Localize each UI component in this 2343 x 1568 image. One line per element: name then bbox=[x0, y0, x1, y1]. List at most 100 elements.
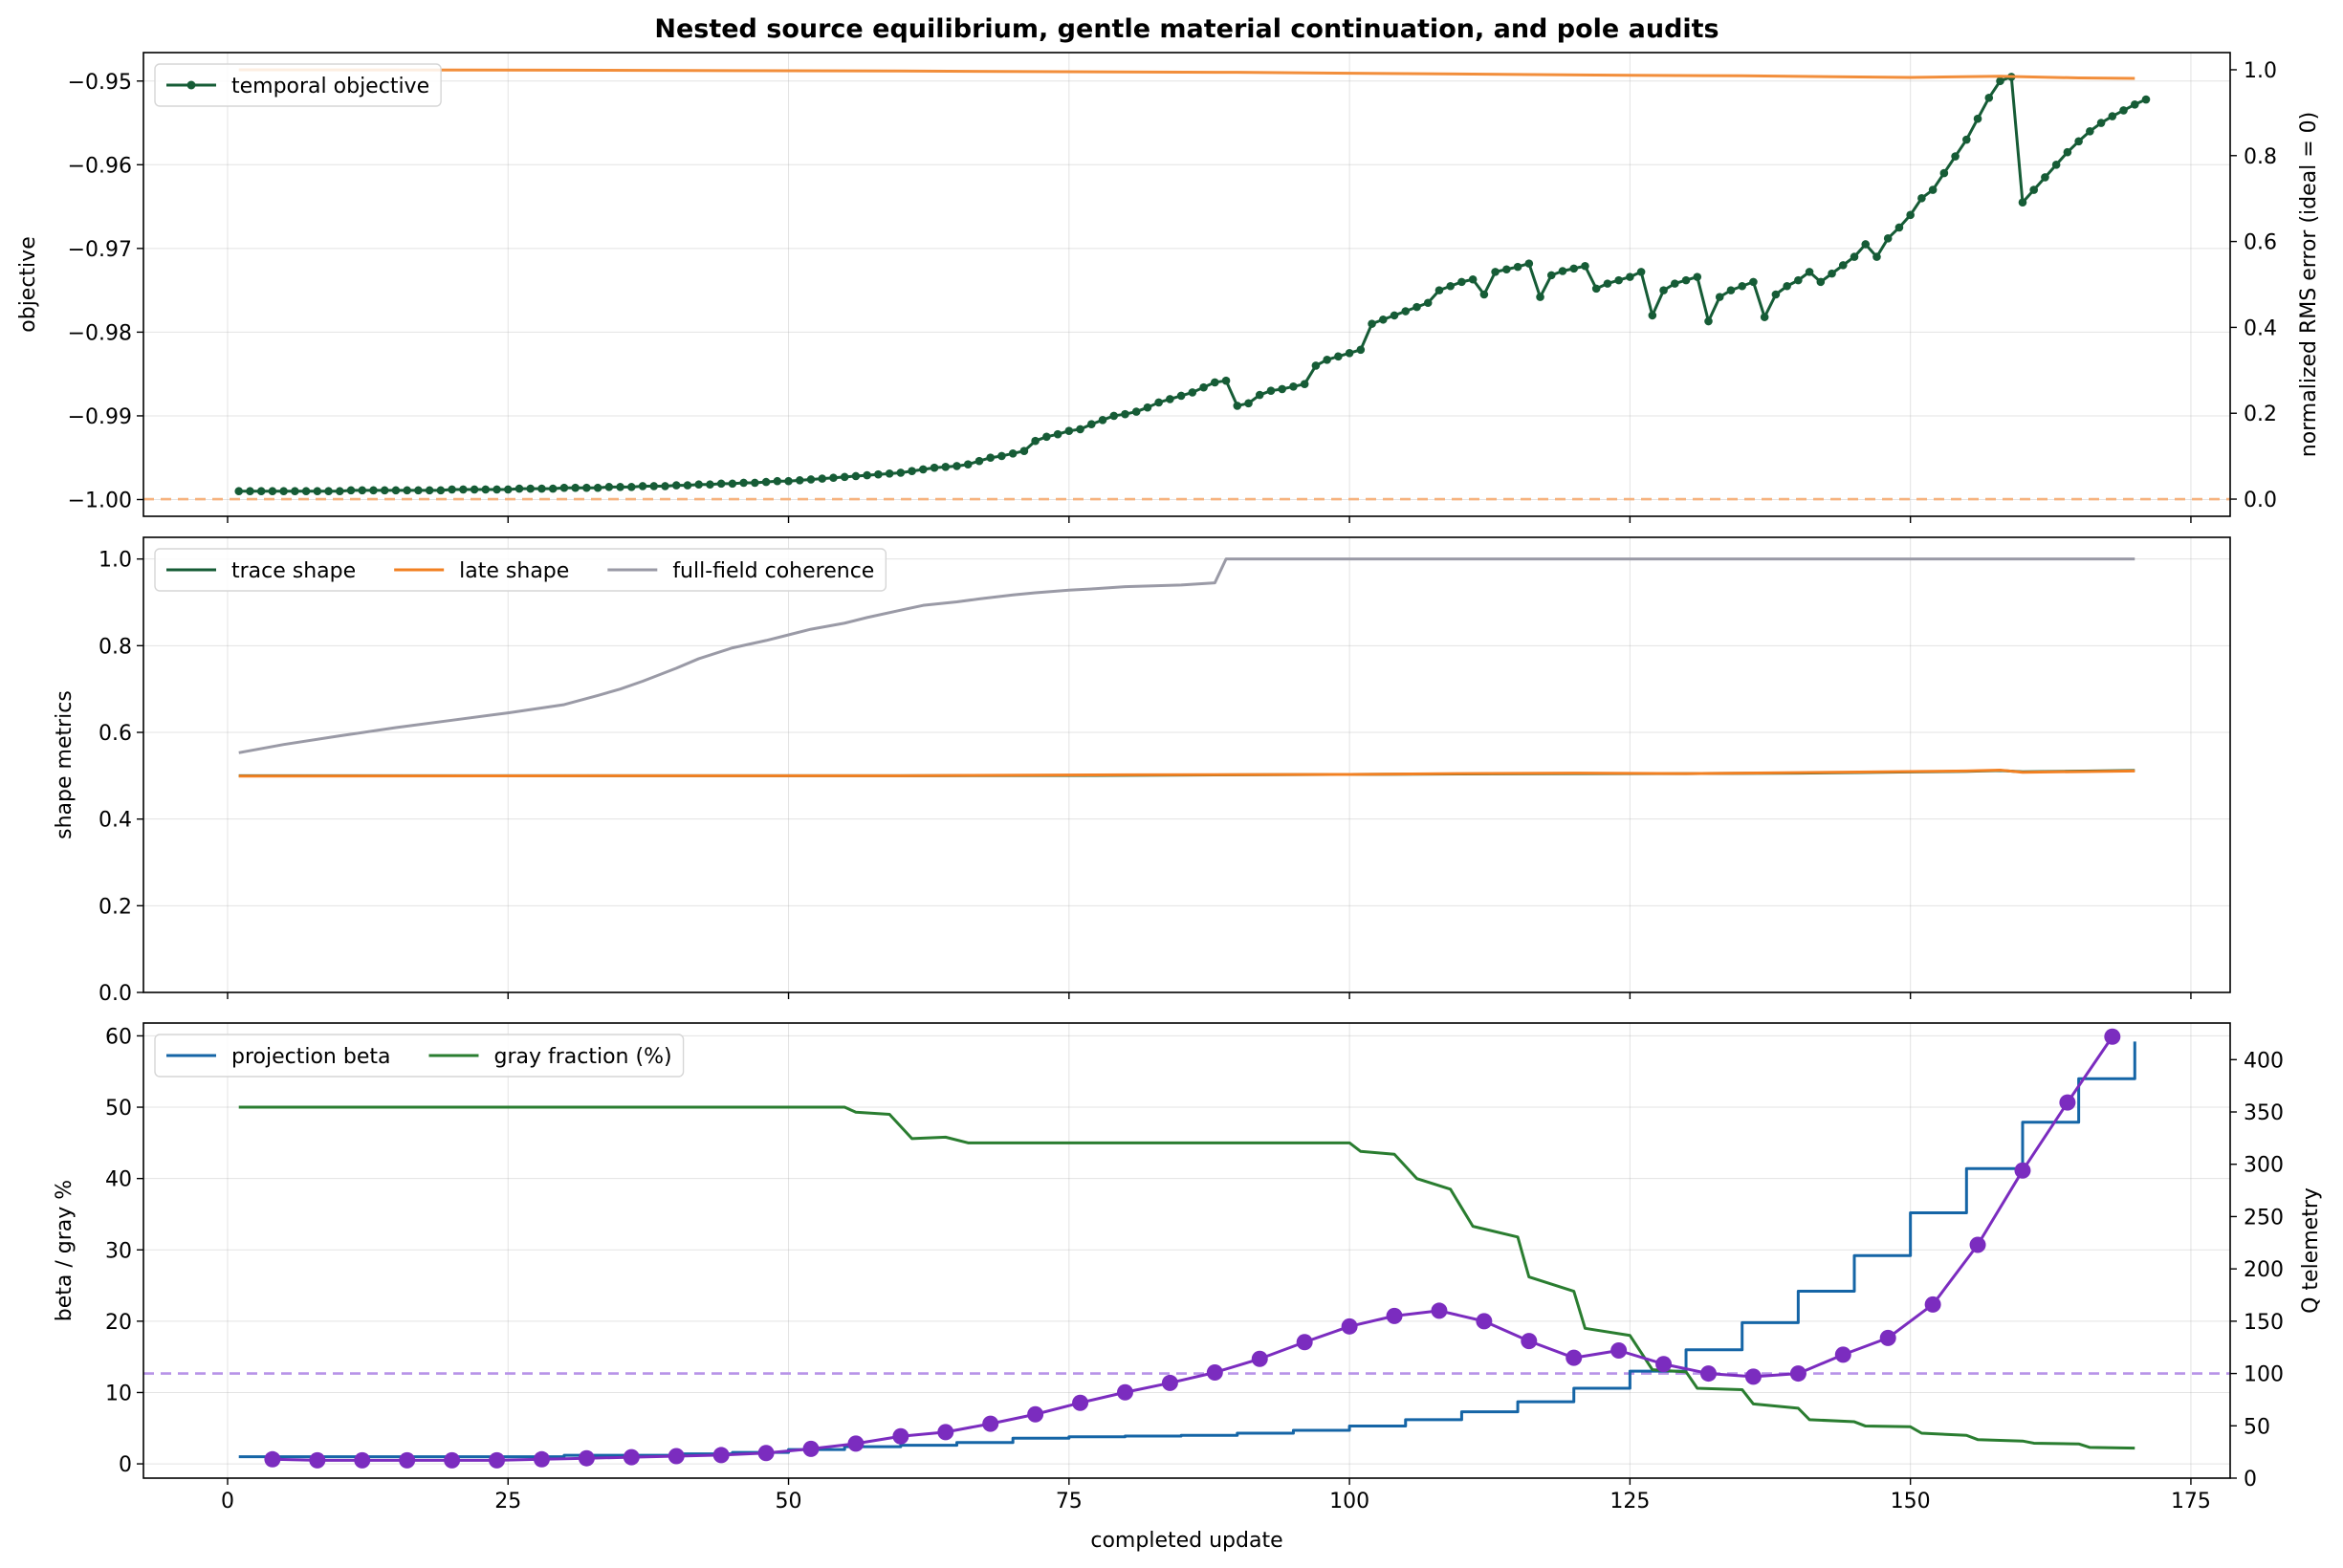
data-point bbox=[1296, 1334, 1313, 1351]
y-tick-label: 40 bbox=[105, 1168, 132, 1192]
data-point bbox=[1206, 1363, 1223, 1381]
data-point bbox=[896, 468, 906, 477]
series-line bbox=[238, 1041, 2136, 1459]
data-point bbox=[2051, 161, 2061, 169]
data-point bbox=[908, 467, 916, 476]
x-tick-label: 0 bbox=[221, 1490, 234, 1514]
data-point bbox=[335, 487, 344, 496]
axes-frame bbox=[142, 1022, 2231, 1479]
data-point bbox=[1121, 409, 1129, 419]
data-point bbox=[489, 1451, 506, 1469]
series-full-field-coherence bbox=[238, 557, 2135, 754]
data-point bbox=[751, 478, 759, 488]
data-point bbox=[1738, 281, 1746, 291]
y-tick-label: −0.97 bbox=[68, 238, 132, 262]
x-tick-label: 25 bbox=[494, 1490, 521, 1514]
data-point bbox=[1502, 265, 1511, 274]
data-point bbox=[997, 451, 1006, 461]
data-point bbox=[1255, 390, 1264, 400]
data-point bbox=[1479, 290, 1489, 299]
data-point bbox=[1401, 307, 1411, 316]
series-line bbox=[238, 557, 2135, 754]
legend: projection beta gray fraction (%) bbox=[154, 1034, 685, 1078]
data-point bbox=[571, 483, 580, 492]
data-point bbox=[1266, 386, 1276, 395]
series-projection-beta bbox=[238, 1041, 2136, 1459]
data-point bbox=[291, 487, 299, 496]
data-point bbox=[795, 476, 804, 485]
data-point bbox=[1659, 286, 1668, 294]
data-point bbox=[578, 1449, 595, 1467]
chart-title: Nested source equilibrium, gentle materi… bbox=[654, 14, 1719, 44]
data-point bbox=[1457, 277, 1466, 287]
data-point bbox=[1221, 376, 1231, 385]
data-point bbox=[559, 483, 569, 492]
data-point bbox=[728, 479, 737, 489]
data-point bbox=[1027, 1405, 1044, 1423]
y-tick-label: 1.0 bbox=[99, 549, 132, 573]
series-line bbox=[238, 75, 2147, 493]
data-point bbox=[1681, 275, 1691, 285]
data-point bbox=[526, 484, 536, 493]
data-point bbox=[874, 469, 883, 479]
x-axis-label: completed update bbox=[1090, 1529, 1282, 1553]
data-point bbox=[963, 460, 973, 469]
data-point bbox=[1700, 1365, 1717, 1383]
data-point bbox=[773, 476, 782, 486]
data-point bbox=[470, 485, 479, 494]
data-point bbox=[380, 486, 389, 495]
data-point bbox=[593, 483, 602, 492]
data-point bbox=[391, 486, 401, 495]
data-point bbox=[1834, 1346, 1851, 1363]
data-point bbox=[2096, 119, 2106, 127]
data-point bbox=[1536, 293, 1544, 301]
data-point bbox=[1341, 1318, 1358, 1335]
data-point bbox=[1390, 311, 1399, 320]
data-point bbox=[930, 463, 939, 472]
data-point bbox=[623, 1448, 640, 1466]
data-point bbox=[1031, 436, 1040, 446]
y2-tick-label: 0.4 bbox=[2244, 316, 2277, 340]
data-point bbox=[706, 480, 714, 490]
data-point bbox=[649, 482, 659, 490]
data-point bbox=[2074, 137, 2083, 146]
data-point bbox=[2063, 147, 2072, 157]
legend: trace shape late shape full-field coherenc… bbox=[154, 548, 887, 592]
data-point bbox=[2086, 126, 2094, 136]
y2-tick-label: 250 bbox=[2244, 1206, 2284, 1230]
legend-box bbox=[154, 63, 442, 107]
data-point bbox=[941, 463, 951, 471]
data-point bbox=[1962, 135, 1971, 144]
series-line bbox=[238, 768, 2135, 778]
x-tick-label: 75 bbox=[1056, 1490, 1083, 1514]
data-point bbox=[818, 474, 827, 483]
data-point bbox=[2059, 1094, 2076, 1111]
data-point bbox=[1278, 384, 1287, 394]
data-point bbox=[671, 481, 681, 490]
data-point bbox=[1072, 1394, 1089, 1411]
legend-label: trace shape bbox=[231, 559, 356, 583]
data-point bbox=[1199, 382, 1208, 392]
data-point bbox=[1771, 290, 1781, 299]
data-point bbox=[1251, 1350, 1268, 1367]
data-point bbox=[1726, 286, 1736, 294]
data-point bbox=[1850, 252, 1859, 261]
y-tick-label: −0.96 bbox=[68, 154, 132, 178]
data-point bbox=[638, 482, 647, 490]
data-point bbox=[399, 1451, 416, 1469]
data-point bbox=[1894, 223, 1904, 232]
series-line bbox=[238, 1105, 2135, 1450]
data-point bbox=[425, 486, 434, 495]
legend-entry: gray fraction (%) bbox=[428, 1045, 672, 1069]
data-point bbox=[1546, 271, 1556, 280]
data-point bbox=[2108, 112, 2117, 120]
data-point bbox=[1693, 272, 1702, 281]
data-point bbox=[604, 483, 614, 491]
x-tick-label: 100 bbox=[1329, 1490, 1369, 1514]
data-point bbox=[246, 487, 254, 496]
data-point bbox=[503, 485, 513, 494]
data-point bbox=[627, 483, 636, 491]
data-point bbox=[1166, 395, 1174, 403]
data-point bbox=[1176, 391, 1186, 401]
